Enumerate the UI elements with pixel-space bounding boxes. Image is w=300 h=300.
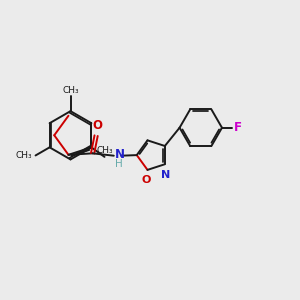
Text: H: H: [115, 159, 122, 169]
Text: O: O: [92, 119, 102, 132]
Text: CH₃: CH₃: [62, 85, 79, 94]
Text: N: N: [115, 148, 125, 161]
Text: CH₃: CH₃: [15, 151, 32, 160]
Text: O: O: [142, 175, 151, 185]
Text: F: F: [233, 121, 242, 134]
Text: CH₃: CH₃: [96, 146, 113, 155]
Text: N: N: [161, 169, 171, 179]
